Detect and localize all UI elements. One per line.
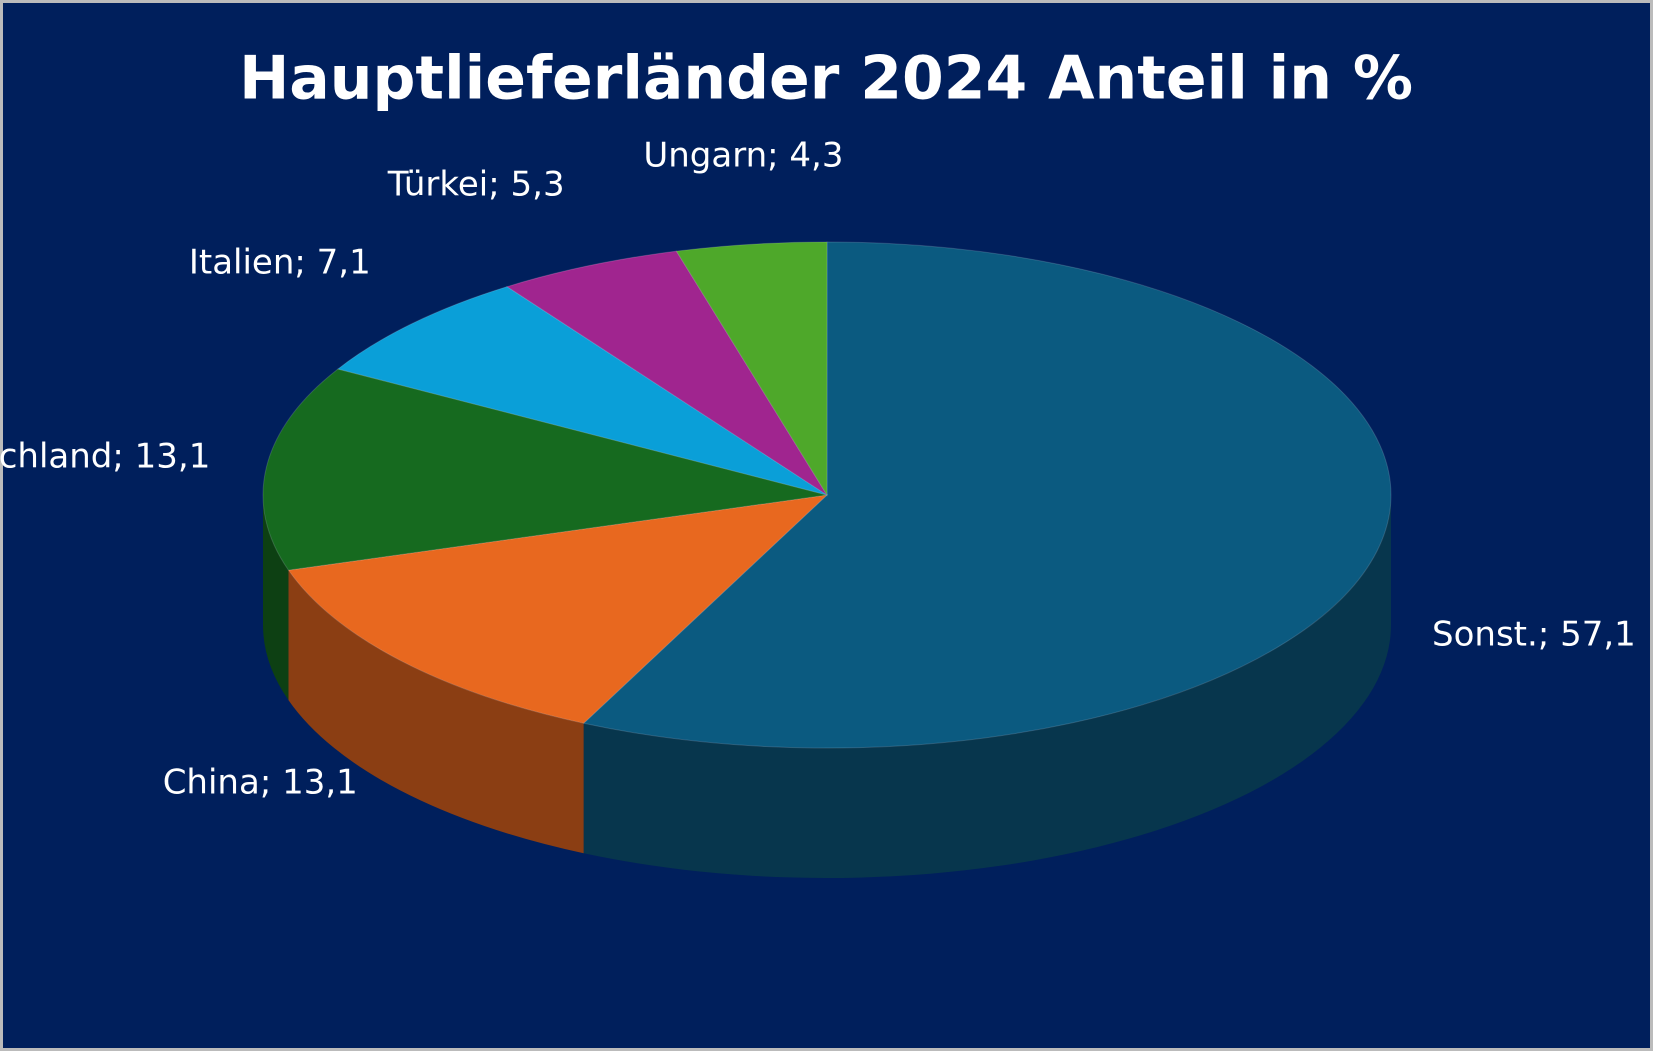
data-label: Türkei; 5,3 <box>387 164 565 204</box>
chart-title: Hauptlieferländer 2024 Anteil in % <box>239 44 1413 114</box>
slice <box>675 241 828 497</box>
label-category: Türkei <box>387 164 488 204</box>
slice <box>336 286 828 496</box>
label-value: 13,1 <box>282 762 358 802</box>
data-label: China; 13,1 <box>163 762 358 802</box>
slice-side <box>288 570 584 854</box>
label-category: Deutschland <box>0 436 112 476</box>
data-label: Deutschland; 13,1 <box>0 436 210 476</box>
label-separator: ; <box>488 164 510 204</box>
slice <box>262 368 828 571</box>
pie-tops <box>262 241 1392 749</box>
label-category: China <box>163 762 260 802</box>
data-label: Sonst.; 57,1 <box>1432 614 1636 654</box>
slice-side <box>583 495 1391 878</box>
label-category: Ungarn <box>643 135 767 175</box>
label-separator: ; <box>767 135 789 175</box>
pie-sides <box>263 495 1391 878</box>
label-value: 5,3 <box>511 164 565 204</box>
slice <box>287 494 829 724</box>
label-category: Sonst. <box>1432 614 1538 654</box>
data-label: Italien; 7,1 <box>189 242 371 282</box>
data-label: Ungarn; 4,3 <box>643 135 843 175</box>
slice <box>582 241 1392 749</box>
label-value: 57,1 <box>1560 614 1636 654</box>
label-separator: ; <box>112 436 134 476</box>
label-separator: ; <box>1538 614 1560 654</box>
slice-side <box>263 495 289 701</box>
label-separator: ; <box>260 762 282 802</box>
slice <box>505 250 828 496</box>
label-value: 13,1 <box>135 436 211 476</box>
label-separator: ; <box>294 242 316 282</box>
label-category: Italien <box>189 242 295 282</box>
label-value: 7,1 <box>317 242 371 282</box>
label-value: 4,3 <box>789 135 843 175</box>
